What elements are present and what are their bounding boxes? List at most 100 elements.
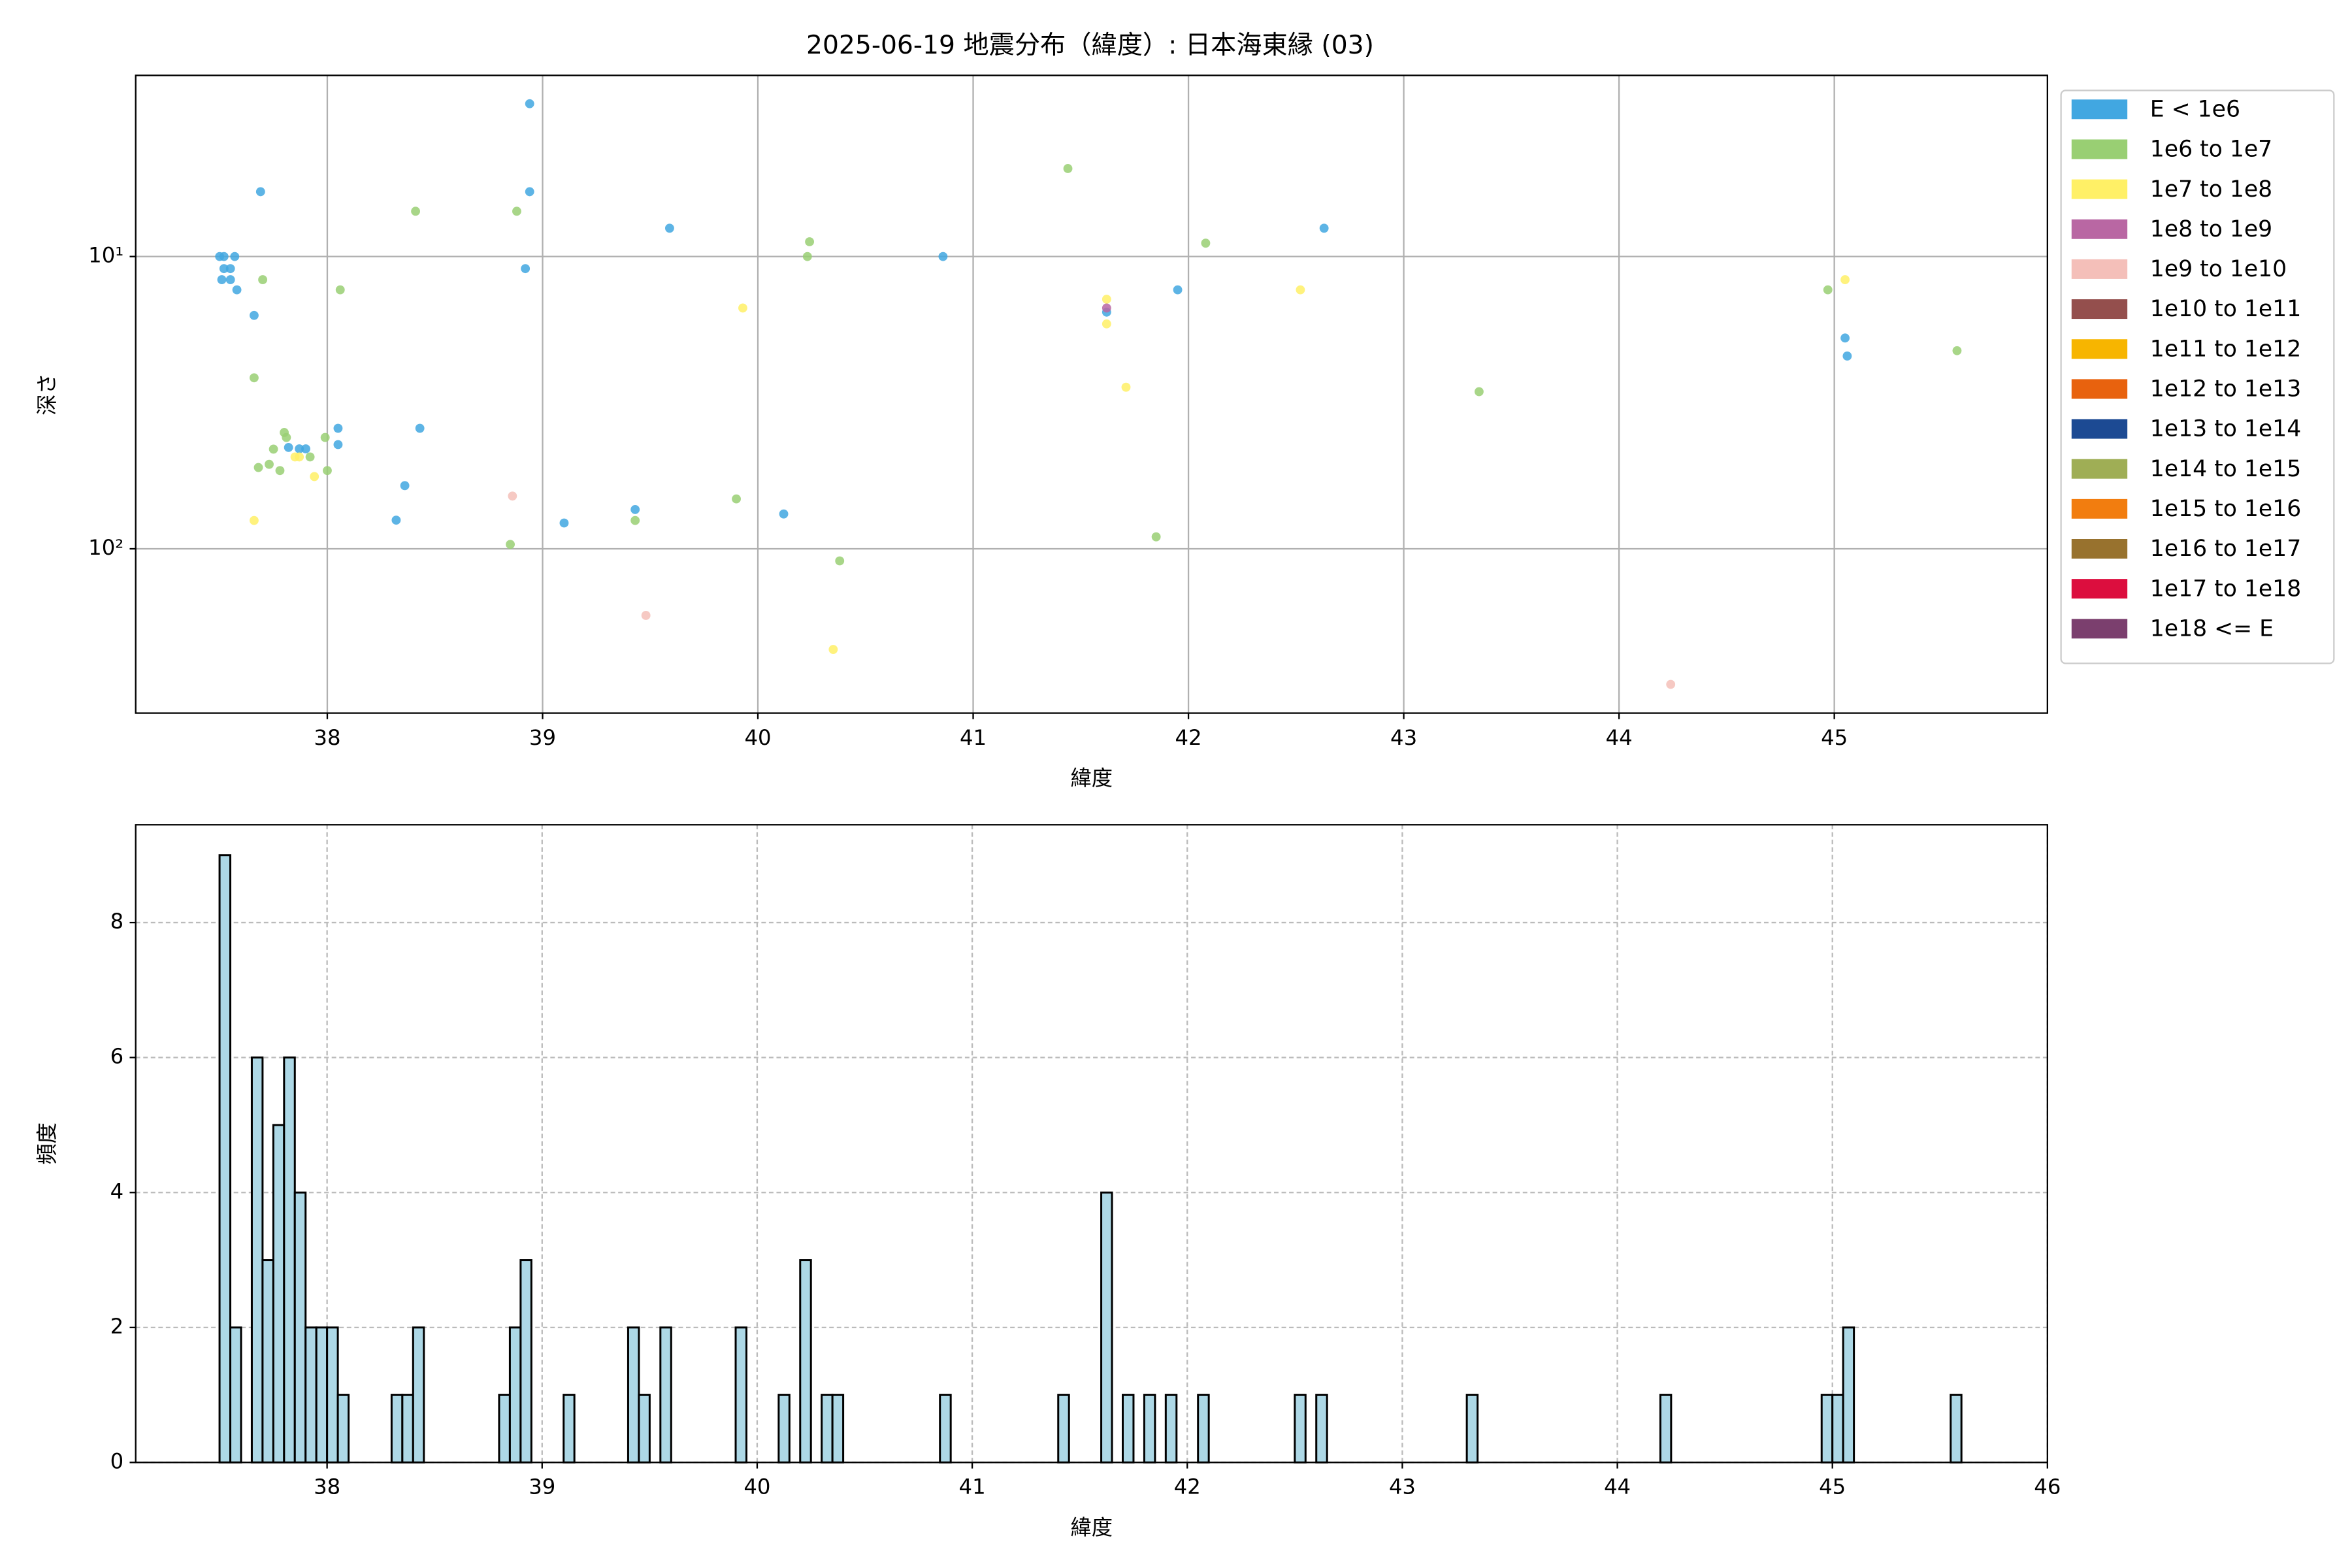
legend-swatch (2071, 259, 2128, 279)
point (333, 440, 343, 449)
legend-label: 1e9 to 1e10 (2150, 256, 2287, 282)
point (938, 252, 948, 261)
x-tick-label: 44 (1604, 1475, 1631, 1499)
point (250, 515, 259, 525)
legend-swatch (2071, 219, 2128, 239)
chart-title: 2025-06-19 地震分布（緯度）: 日本海東縁 (03) (806, 31, 1374, 60)
x-tick-label: 40 (744, 725, 771, 750)
point (333, 423, 343, 433)
bar (1197, 1394, 1210, 1463)
point (320, 433, 330, 442)
legend-label: 1e7 to 1e8 (2150, 176, 2272, 203)
legend-label: 1e17 to 1e18 (2150, 576, 2301, 602)
legend-box (2060, 90, 2335, 664)
legend-swatch (2071, 139, 2128, 159)
legend-label: 1e18 <= E (2150, 615, 2274, 642)
axes-frame (135, 824, 2048, 1463)
bar (1950, 1394, 1963, 1463)
x-tick-label: 43 (1390, 725, 1417, 750)
point (1840, 333, 1850, 343)
point (284, 442, 293, 452)
legend-swatch (2071, 179, 2128, 199)
point (265, 459, 274, 469)
bar (390, 1394, 404, 1463)
y-tick-label: 10² (88, 535, 123, 560)
point (1063, 164, 1073, 173)
x-tick-label: 41 (959, 1475, 986, 1499)
point (835, 556, 845, 566)
point (802, 252, 812, 261)
point (1102, 303, 1111, 313)
point (512, 206, 521, 216)
legend-label: 1e13 to 1e14 (2150, 416, 2301, 442)
point (1823, 285, 1833, 295)
point (255, 187, 265, 197)
bar (939, 1394, 952, 1463)
bar (1659, 1394, 1673, 1463)
point (1173, 285, 1183, 295)
point (232, 285, 242, 295)
bar (272, 1124, 286, 1463)
x-tick-label: 39 (529, 725, 556, 750)
x-tick-label: 42 (1174, 1475, 1201, 1499)
point (1121, 382, 1131, 392)
point (219, 264, 229, 274)
legend-swatch (2071, 539, 2128, 559)
point (525, 99, 534, 108)
y-tick-label: 4 (110, 1179, 124, 1203)
bar (799, 1259, 812, 1463)
point (391, 515, 401, 525)
x-tick-label: 45 (1819, 1475, 1846, 1499)
point (415, 423, 425, 433)
point (805, 237, 815, 246)
x-tick-label: 40 (743, 1475, 770, 1499)
point (630, 515, 640, 525)
point (1952, 346, 1962, 355)
y-axis-label: 頻度 (35, 1122, 59, 1165)
point (1296, 285, 1305, 295)
point (732, 494, 741, 504)
legend-swatch (2071, 99, 2128, 120)
bar (1164, 1394, 1178, 1463)
legend-swatch (2071, 379, 2128, 399)
x-axis-label: 緯度 (1070, 1515, 1113, 1540)
bar (401, 1394, 414, 1463)
legend-label: 1e16 to 1e17 (2150, 536, 2301, 562)
bar (250, 1056, 264, 1463)
legend-swatch (2071, 579, 2128, 599)
point (1474, 387, 1484, 397)
bar (498, 1394, 511, 1463)
x-tick-label: 41 (960, 725, 987, 750)
point (305, 452, 315, 462)
bar (1294, 1394, 1307, 1463)
axes-frame (135, 74, 2048, 714)
legend-swatch (2071, 498, 2128, 519)
bar (831, 1394, 845, 1463)
point (253, 463, 263, 472)
point (1319, 223, 1329, 233)
point (250, 373, 259, 383)
bar (519, 1259, 532, 1463)
bar (229, 1326, 242, 1463)
point (230, 252, 240, 261)
bar (1842, 1326, 1855, 1463)
bar (283, 1056, 296, 1463)
bar (563, 1394, 576, 1463)
point (225, 275, 235, 284)
x-tick-label: 43 (1389, 1475, 1416, 1499)
point (1201, 238, 1211, 248)
point (508, 491, 517, 501)
bar (1315, 1394, 1328, 1463)
bar (412, 1326, 425, 1463)
legend-label: 1e10 to 1e11 (2150, 296, 2301, 322)
y-tick-label: 2 (110, 1314, 124, 1339)
bar (734, 1326, 747, 1463)
point (738, 303, 747, 313)
y-tick-label: 0 (110, 1448, 124, 1473)
x-axis-label: 緯度 (1070, 766, 1113, 791)
y-tick-label: 6 (110, 1044, 124, 1069)
x-tick-label: 39 (529, 1475, 555, 1499)
bar (261, 1259, 274, 1463)
point (506, 540, 515, 549)
